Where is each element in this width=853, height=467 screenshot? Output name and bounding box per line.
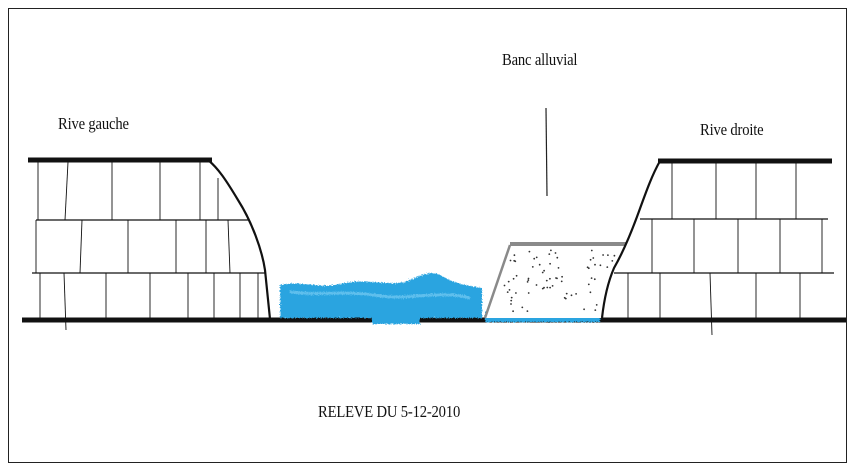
- sand-dot: [593, 278, 596, 281]
- sand-dot: [607, 254, 609, 256]
- survey-date-caption: RELEVE DU 5-12-2010: [318, 402, 461, 421]
- sand-dot: [513, 254, 516, 257]
- sand-dot: [533, 257, 536, 260]
- sand-dot: [503, 284, 506, 287]
- sand-dot: [557, 267, 560, 269]
- sand-dot: [590, 277, 593, 279]
- sand-dot: [545, 279, 548, 282]
- water-highlight: [289, 290, 471, 300]
- sand-dot: [512, 277, 515, 280]
- sand-dot: [535, 256, 538, 259]
- left-bank: [28, 157, 272, 331]
- sand-dot: [508, 289, 511, 291]
- right-bank-joints: [627, 163, 823, 336]
- left-bank-label: Rive gauche: [58, 114, 129, 133]
- sand-dot: [589, 291, 592, 294]
- sand-dot: [551, 285, 554, 287]
- sand-dot: [527, 277, 530, 280]
- sand-dot: [595, 304, 598, 306]
- sand-dot: [510, 303, 512, 305]
- sand-dot: [563, 296, 566, 299]
- sand-dot: [575, 293, 577, 295]
- sand-dot: [549, 277, 551, 280]
- sand-dot: [561, 275, 563, 278]
- sand-dot: [526, 310, 529, 312]
- sand-dot: [509, 259, 512, 262]
- sand-dot: [565, 292, 568, 295]
- right-bank-slope: [600, 160, 661, 319]
- sandbar-left-edge: [483, 244, 512, 319]
- sand-dot: [541, 287, 544, 290]
- sandbar-pointer-line: [545, 107, 548, 197]
- sand-dot: [602, 254, 604, 256]
- sand-dot: [613, 254, 616, 257]
- sand-dot: [549, 262, 551, 265]
- sand-dot: [548, 253, 551, 256]
- sand-dot: [611, 260, 614, 262]
- sand-dot: [560, 280, 563, 283]
- sand-dot: [510, 299, 513, 302]
- diagram-frame: [8, 8, 847, 463]
- sand-dot: [528, 250, 531, 253]
- sand-dot: [526, 281, 529, 283]
- sand-dot: [556, 256, 559, 259]
- sand-dot: [549, 286, 551, 289]
- alluvial-bank: [483, 242, 626, 319]
- sand-dot: [515, 274, 518, 277]
- sand-dot: [546, 286, 549, 289]
- sandbar-body: [485, 244, 625, 318]
- sand-dot: [527, 292, 530, 294]
- sand-dot: [541, 271, 544, 274]
- sand-dot: [594, 309, 597, 311]
- sand-dot: [527, 279, 530, 281]
- sand-dot: [594, 263, 596, 266]
- right-bank-label: Rive droite: [700, 120, 764, 139]
- sandbar-dots: [503, 249, 616, 313]
- sand-dot: [531, 266, 534, 268]
- left-bank-joints: [35, 161, 259, 331]
- sand-dot: [506, 291, 509, 293]
- sand-dot: [538, 263, 541, 266]
- sand-dot: [555, 277, 557, 279]
- left-bank-slope: [207, 159, 272, 320]
- sand-dot: [606, 266, 609, 268]
- sand-dot: [535, 284, 538, 286]
- sand-dot: [583, 308, 585, 311]
- sand-dot: [521, 306, 524, 309]
- sand-dot: [550, 249, 552, 252]
- sand-dot: [554, 252, 557, 254]
- sand-dot: [515, 292, 517, 294]
- sand-dot: [592, 257, 595, 259]
- water-patch: [372, 312, 420, 324]
- sand-dot: [507, 280, 510, 283]
- sand-dot: [599, 264, 602, 267]
- sand-dot: [512, 310, 514, 313]
- sand-dot: [513, 259, 516, 262]
- sand-dot: [510, 296, 513, 299]
- right-bank: [600, 158, 834, 336]
- sand-dot: [589, 258, 592, 261]
- sand-dot: [587, 283, 590, 286]
- sand-dot: [570, 294, 573, 297]
- sand-dot: [590, 249, 593, 252]
- sand-dot: [543, 269, 545, 272]
- sand-dot: [586, 266, 589, 269]
- sandbar-label: Banc alluvial: [502, 50, 578, 69]
